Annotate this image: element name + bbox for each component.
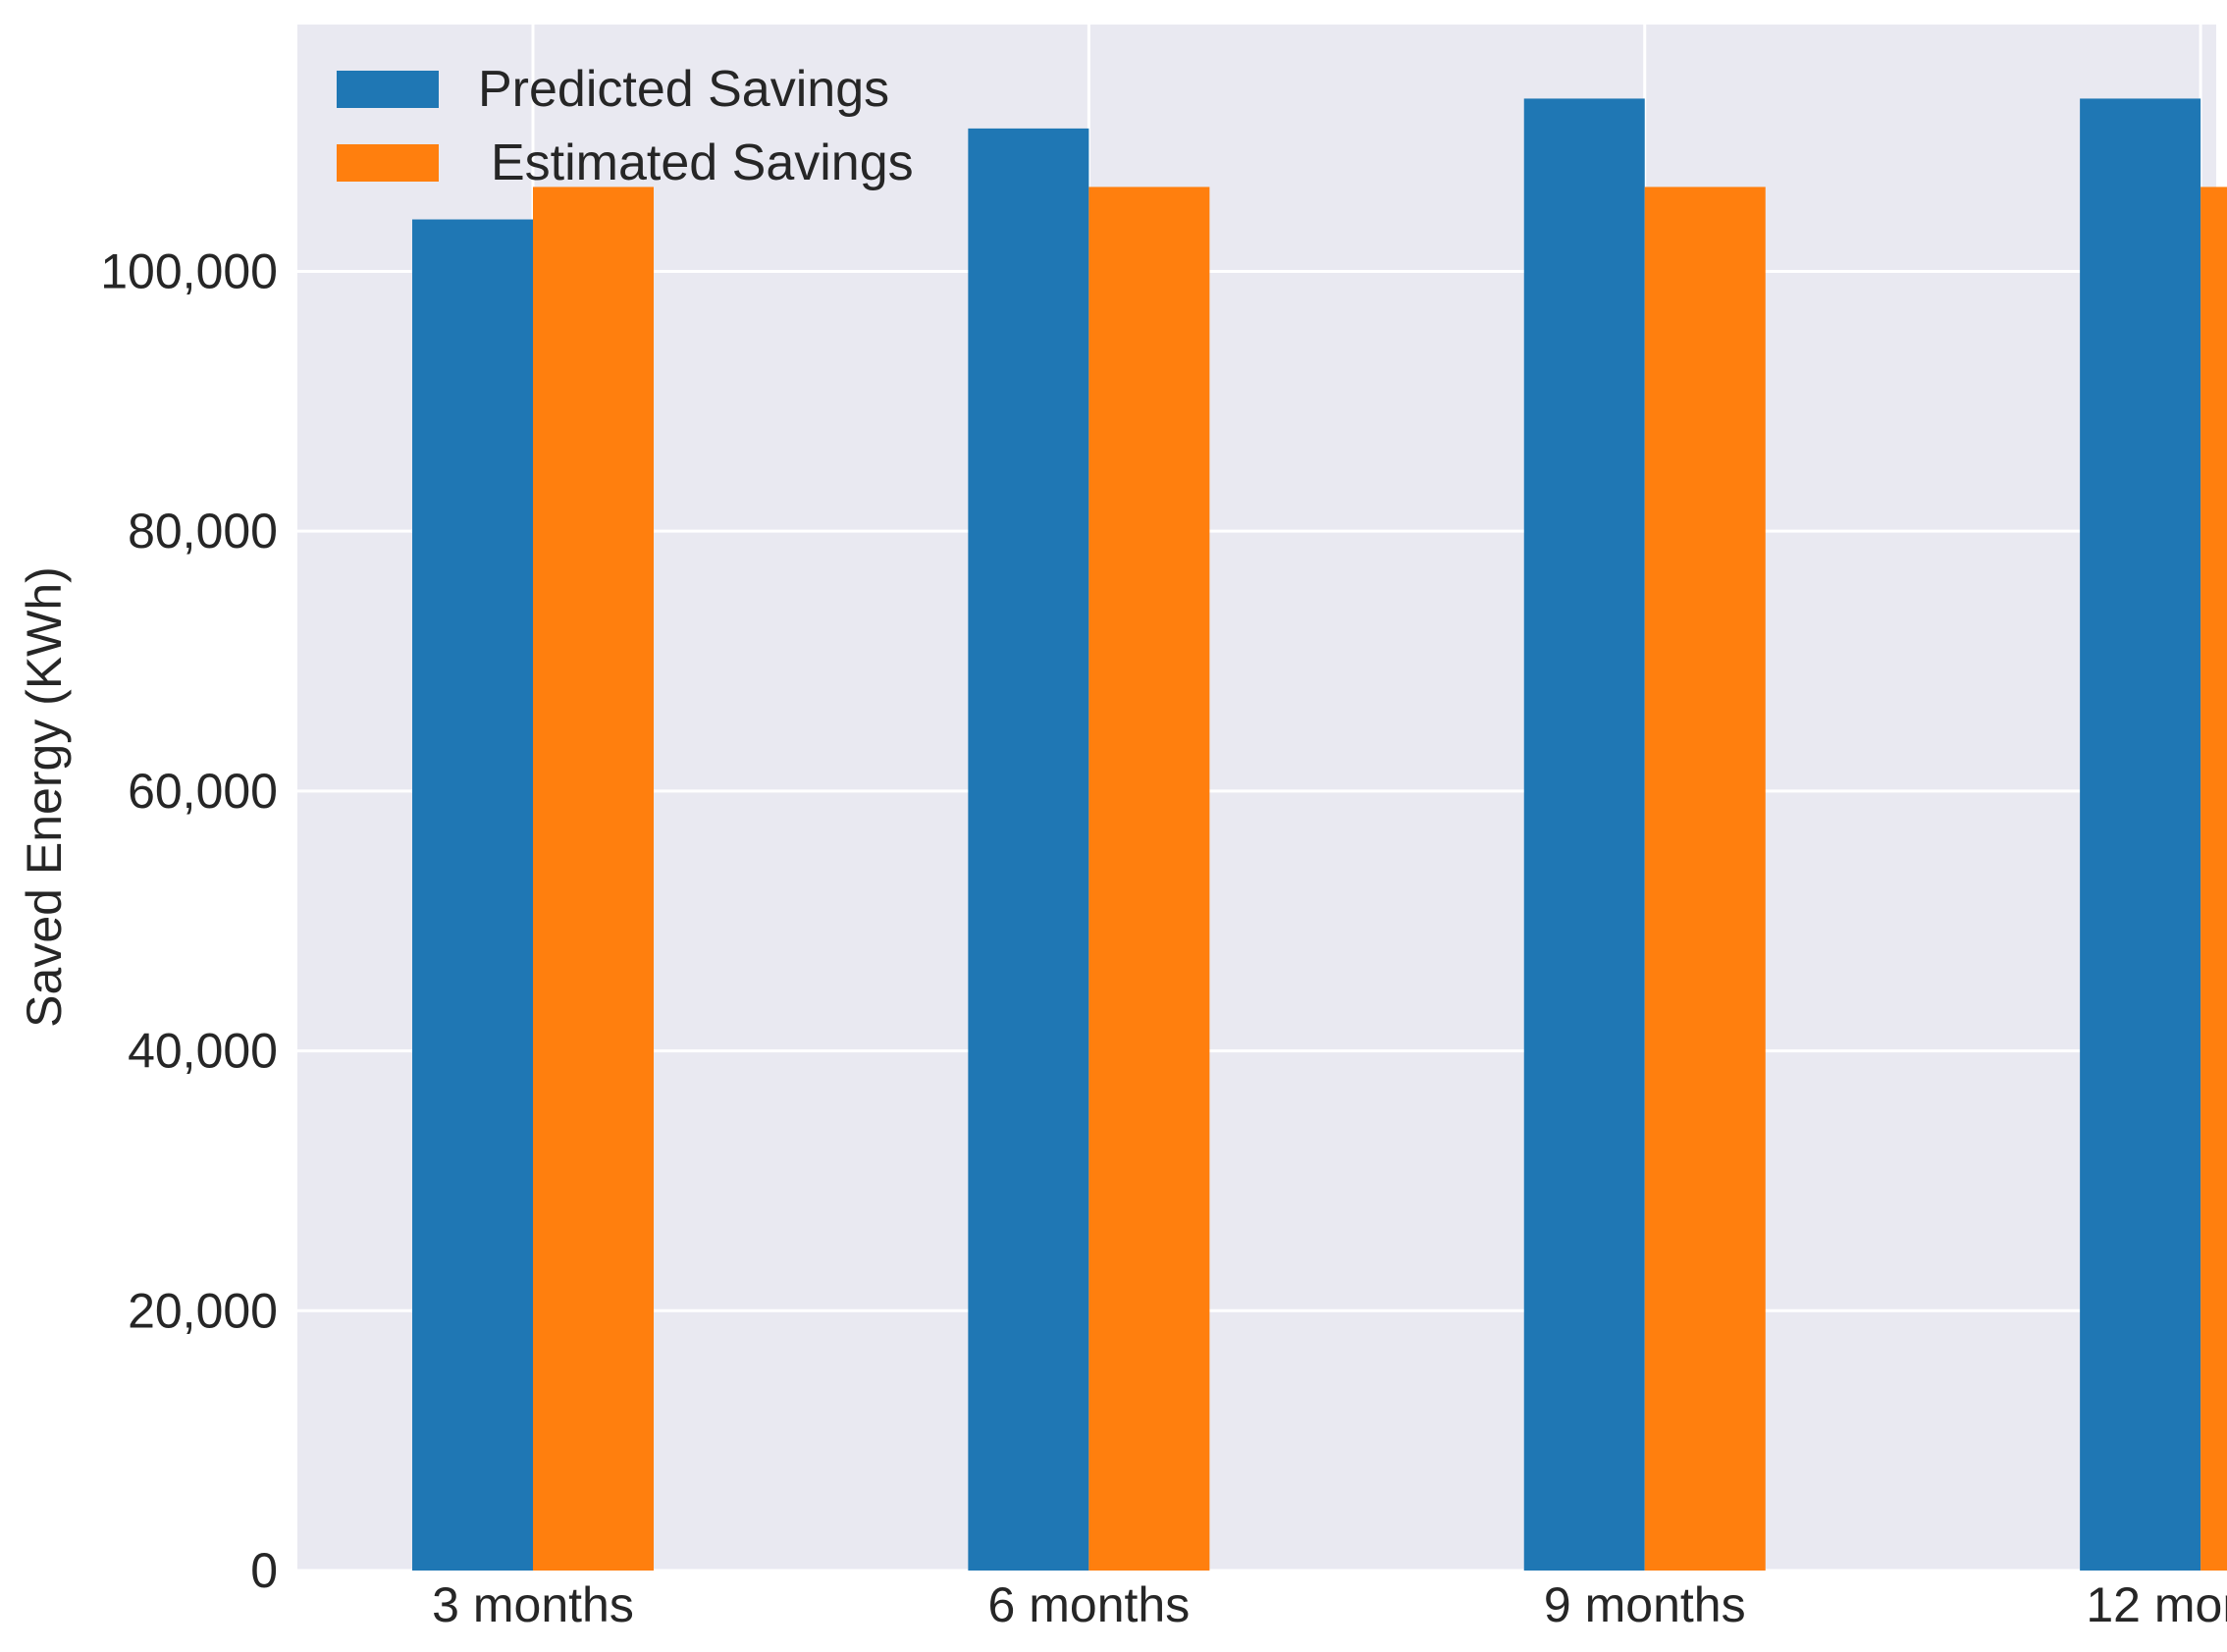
y-tick-label: 60,000 [128,764,278,819]
y-tick-label: 20,000 [128,1283,278,1338]
y-tick-label: 80,000 [128,504,278,559]
legend-label: Estimated Savings [491,134,914,191]
y-tick-label: 100,000 [100,243,278,298]
x-tick-label: 9 months [1544,1577,1746,1632]
legend-swatch [337,71,439,108]
x-axis-ticks: 3 months 6 months 9 months 12 months [432,1577,2227,1632]
bar-estimated-2 [1088,187,1210,1572]
bar-estimated-1 [533,187,654,1572]
bars [412,98,2227,1572]
legend-swatch [337,144,439,182]
bar-predicted-3 [1523,98,1645,1572]
bar-predicted-2 [968,128,1089,1572]
y-axis-ticks: 0 20,000 40,000 60,000 80,000 100,000 [100,243,278,1598]
bar-predicted-4 [2080,98,2201,1572]
legend: Predicted Savings Estimated Savings [337,61,914,191]
x-tick-label: 12 months [2086,1577,2227,1632]
bar-estimated-3 [1644,187,1766,1572]
y-tick-label: 0 [250,1543,278,1598]
y-axis-label: Saved Energy (KWh) [17,566,72,1028]
bar-estimated-4 [2200,187,2227,1572]
y-tick-label: 40,000 [128,1024,278,1079]
legend-label: Predicted Savings [478,61,889,118]
x-tick-label: 3 months [432,1577,634,1632]
x-tick-label: 6 months [988,1577,1191,1632]
bar-predicted-1 [412,219,533,1571]
